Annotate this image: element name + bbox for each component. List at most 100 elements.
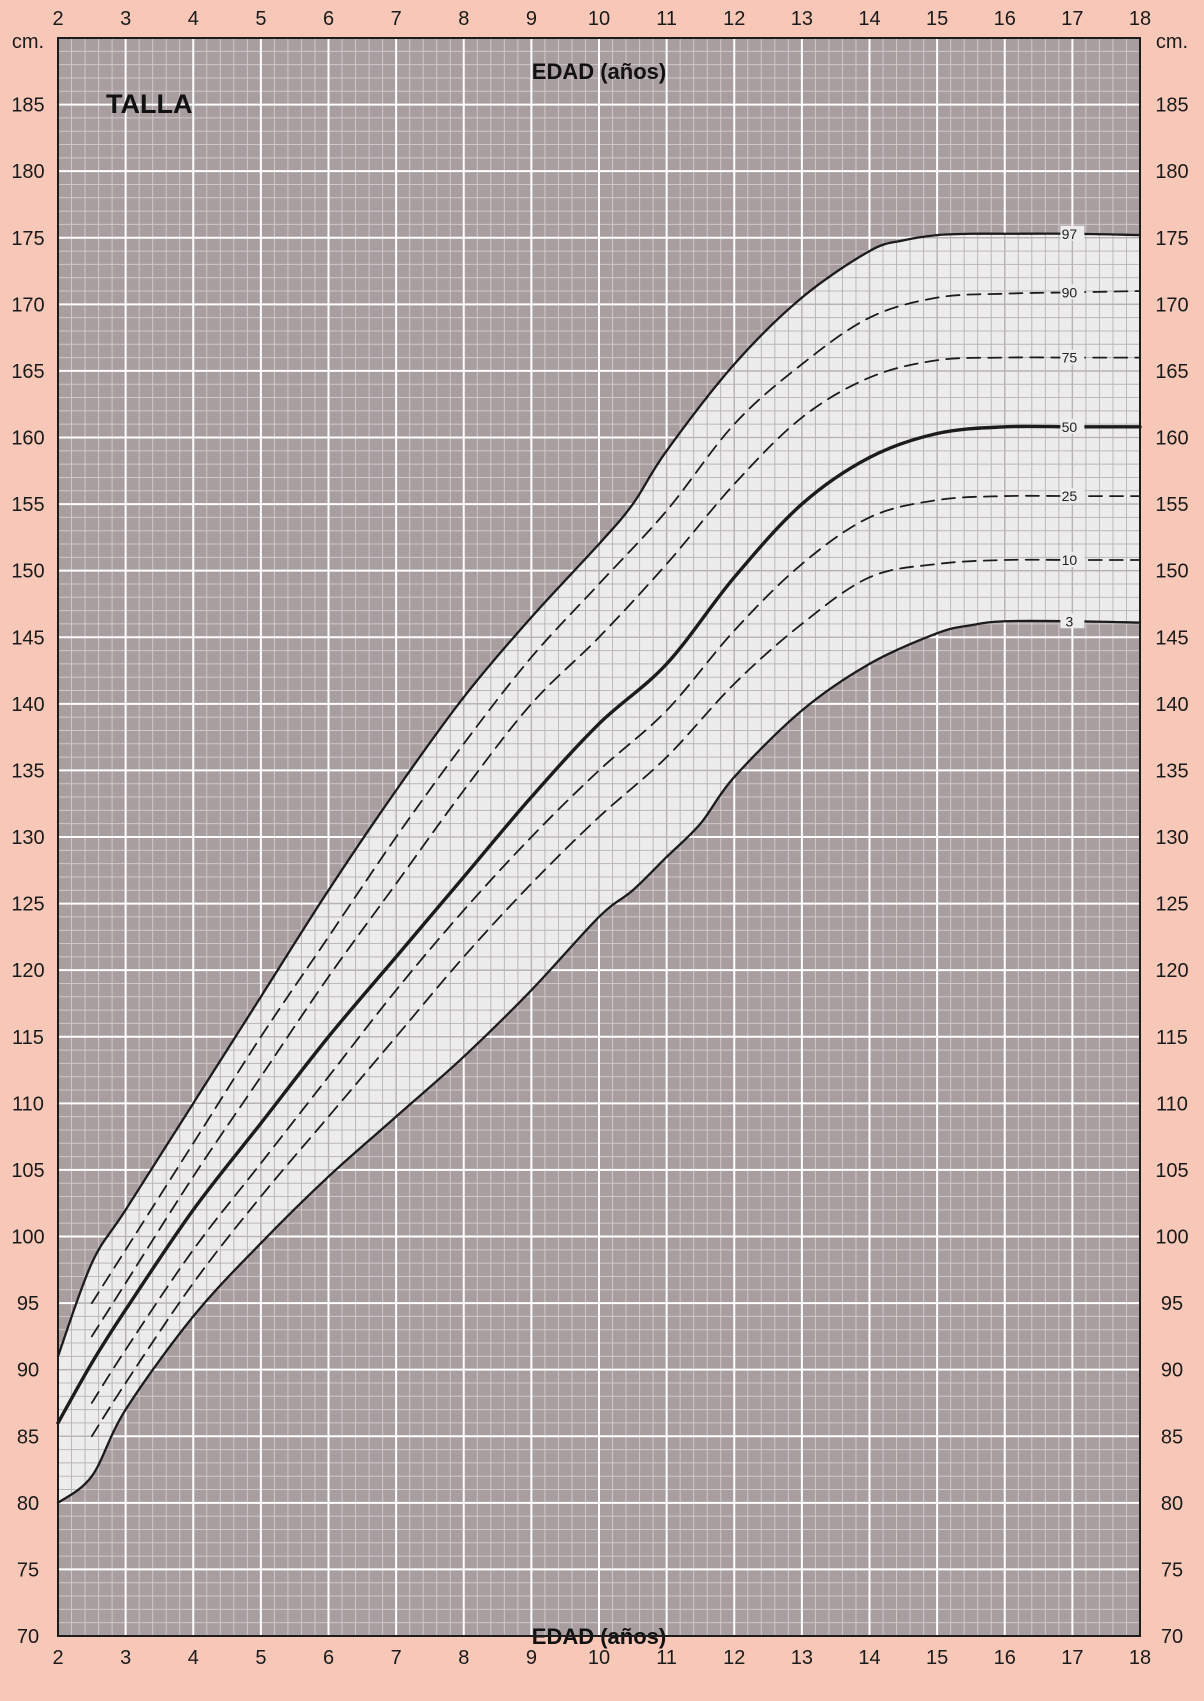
- series-label-p3: 3: [1065, 613, 1073, 629]
- series-lines: 97 90 75 50 25 10 3: [56, 225, 1142, 1504]
- y-tick-label-right: 110: [1156, 1093, 1188, 1115]
- series-label-p97: 97: [1062, 226, 1078, 242]
- series-line-p3: [56, 619, 1142, 1504]
- y-tick-label-left: 135: [11, 760, 44, 782]
- x-tick-label-top: 15: [926, 8, 948, 30]
- y-tick-label-right: 160: [1155, 428, 1188, 450]
- y-tick-label-left: 145: [11, 627, 44, 649]
- x-tick-label-bottom: 14: [858, 1647, 880, 1669]
- x-tick-label-bottom: 4: [188, 1647, 199, 1669]
- x-tick-label-top: 2: [52, 8, 63, 30]
- y-tick-label-right: 135: [1155, 760, 1188, 782]
- x-tick-label-top: 3: [120, 8, 131, 30]
- y-tick-label-right: 95: [1161, 1293, 1183, 1315]
- x-tick-label-bottom: 18: [1129, 1647, 1151, 1669]
- series-label-bg-p3: [1060, 613, 1085, 629]
- y-tick-label-right: 105: [1155, 1160, 1188, 1182]
- series-label-p50: 50: [1062, 419, 1078, 435]
- series-label-bg-p10: [1060, 552, 1085, 568]
- y-tick-label-right: 90: [1161, 1360, 1183, 1382]
- series-label-bg-p75: [1060, 349, 1085, 365]
- y-tick-label-right: 140: [1155, 694, 1188, 716]
- x-tick-label-bottom: 11: [656, 1647, 677, 1669]
- x-tick-label-top: 14: [858, 8, 880, 30]
- y-tick-label-right: 125: [1155, 894, 1188, 916]
- y-tick-label-left: 130: [11, 827, 44, 849]
- y-tick-label-left: 160: [11, 428, 44, 450]
- y-tick-label-left: 80: [17, 1493, 39, 1515]
- y-tick-label-left: 75: [17, 1559, 39, 1581]
- y-axis-unit-right: cm.: [1156, 31, 1188, 53]
- y-tick-label-right: 120: [1155, 960, 1188, 982]
- y-tick-label-right: 130: [1155, 827, 1188, 849]
- y-tick-label-right: 145: [1155, 627, 1188, 649]
- y-tick-label-right: 180: [1155, 161, 1188, 183]
- y-tick-label-right: 75: [1161, 1559, 1183, 1581]
- x-axis-title-top: EDAD (años): [532, 59, 666, 84]
- x-tick-label-top: 10: [588, 8, 610, 30]
- series-line-p75: [90, 356, 1141, 1338]
- y-tick-label-left: 70: [17, 1626, 39, 1648]
- x-tick-label-bottom: 7: [391, 1647, 402, 1669]
- series-label-p10: 10: [1062, 552, 1078, 568]
- x-tick-label-top: 7: [391, 8, 402, 30]
- series-line-p10: [90, 558, 1141, 1438]
- y-tick-label-right: 85: [1161, 1426, 1183, 1448]
- x-tick-label-bottom: 15: [926, 1647, 948, 1669]
- y-tick-label-right: 100: [1155, 1227, 1188, 1249]
- x-tick-label-top: 9: [526, 8, 537, 30]
- x-tick-label-bottom: 8: [458, 1647, 469, 1669]
- x-tick-label-top: 11: [656, 8, 677, 30]
- y-axis-unit-left: cm.: [12, 31, 44, 53]
- y-tick-label-left: 165: [11, 361, 44, 383]
- y-tick-label-left: 175: [11, 228, 44, 250]
- x-tick-label-bottom: 2: [52, 1647, 63, 1669]
- y-tick-label-right: 70: [1161, 1626, 1183, 1648]
- x-tick-label-top: 4: [188, 8, 199, 30]
- y-tick-label-right: 150: [1155, 561, 1188, 583]
- y-tick-label-left: 180: [11, 161, 44, 183]
- y-tick-label-left: 185: [11, 95, 44, 117]
- y-tick-label-left: 100: [11, 1227, 44, 1249]
- chart-title: TALLA: [106, 89, 192, 119]
- x-tick-label-top: 5: [255, 8, 266, 30]
- series-label-p75: 75: [1062, 350, 1078, 366]
- y-tick-label-right: 80: [1161, 1493, 1183, 1515]
- x-tick-label-bottom: 17: [1061, 1647, 1083, 1669]
- y-tick-label-left: 95: [17, 1293, 39, 1315]
- x-tick-label-bottom: 5: [255, 1647, 266, 1669]
- y-tick-label-right: 175: [1155, 228, 1188, 250]
- x-tick-label-bottom: 3: [120, 1647, 131, 1669]
- x-tick-label-top: 17: [1061, 8, 1083, 30]
- y-tick-label-left: 90: [17, 1360, 39, 1382]
- series-label-bg-p25: [1060, 488, 1085, 504]
- x-tick-label-bottom: 9: [526, 1647, 537, 1669]
- y-tick-label-left: 170: [11, 294, 44, 316]
- x-tick-label-bottom: 6: [323, 1647, 334, 1669]
- grid: [57, 37, 1141, 1637]
- y-tick-label-left: 105: [11, 1160, 44, 1182]
- series-label-bg-p97: [1060, 225, 1085, 241]
- x-tick-label-top: 8: [458, 8, 469, 30]
- x-tick-label-top: 13: [791, 8, 813, 30]
- y-tick-label-left: 140: [11, 694, 44, 716]
- x-tick-label-top: 12: [723, 8, 745, 30]
- series-label-p25: 25: [1062, 488, 1078, 504]
- y-tick-label-left: 125: [11, 894, 44, 916]
- series-line-p90: [90, 290, 1141, 1304]
- y-tick-label-right: 170: [1155, 294, 1188, 316]
- y-tick-label-left: 150: [11, 561, 44, 583]
- y-tick-label-right: 115: [1156, 1027, 1188, 1049]
- series-label-bg-p90: [1060, 284, 1085, 300]
- series-line-p50: [56, 424, 1142, 1425]
- y-tick-label-left: 155: [11, 494, 44, 516]
- x-tick-label-top: 16: [994, 8, 1016, 30]
- x-tick-label-bottom: 12: [723, 1647, 745, 1669]
- y-tick-label-right: 155: [1155, 494, 1188, 516]
- y-tick-label-right: 165: [1155, 361, 1188, 383]
- x-tick-label-bottom: 10: [588, 1647, 610, 1669]
- x-tick-label-top: 18: [1129, 8, 1151, 30]
- y-tick-label-right: 185: [1155, 95, 1188, 117]
